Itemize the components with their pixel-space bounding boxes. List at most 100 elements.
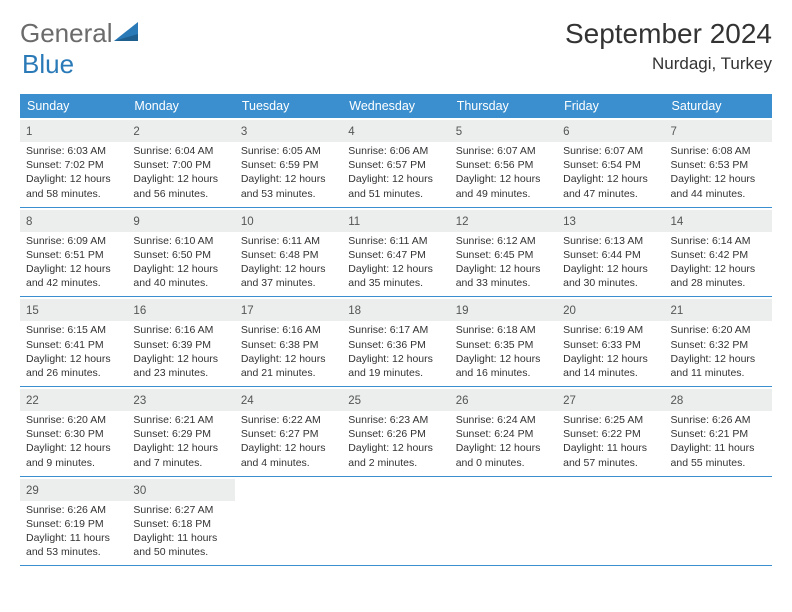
daylight-line: Daylight: 12 hours and 9 minutes. <box>26 441 121 469</box>
day-number-bar: 29 <box>20 479 127 501</box>
day-cell: 10Sunrise: 6:11 AMSunset: 6:48 PMDayligh… <box>235 208 342 297</box>
day-number: 26 <box>456 395 469 407</box>
month-title: September 2024 <box>565 18 772 50</box>
daylight-line: Daylight: 12 hours and 19 minutes. <box>348 352 443 380</box>
daylight-line: Daylight: 12 hours and 33 minutes. <box>456 262 551 290</box>
dow-friday: Friday <box>557 94 664 118</box>
day-number: 28 <box>671 395 684 407</box>
day-number-bar: 10 <box>235 210 342 232</box>
daylight-line: Daylight: 12 hours and 23 minutes. <box>133 352 228 380</box>
day-details: Sunrise: 6:16 AMSunset: 6:38 PMDaylight:… <box>241 323 336 380</box>
day-cell: 20Sunrise: 6:19 AMSunset: 6:33 PMDayligh… <box>557 297 664 386</box>
sunset-line: Sunset: 6:29 PM <box>133 427 228 441</box>
day-cell: 7Sunrise: 6:08 AMSunset: 6:53 PMDaylight… <box>665 118 772 207</box>
daylight-line: Daylight: 12 hours and 37 minutes. <box>241 262 336 290</box>
day-number-bar: 6 <box>557 120 664 142</box>
day-details: Sunrise: 6:16 AMSunset: 6:39 PMDaylight:… <box>133 323 228 380</box>
sunrise-line: Sunrise: 6:20 AM <box>671 323 766 337</box>
day-details: Sunrise: 6:12 AMSunset: 6:45 PMDaylight:… <box>456 234 551 291</box>
day-number-bar: 24 <box>235 389 342 411</box>
sunrise-line: Sunrise: 6:07 AM <box>456 144 551 158</box>
day-number: 7 <box>671 126 677 138</box>
calendar: SundayMondayTuesdayWednesdayThursdayFrid… <box>20 94 772 566</box>
day-number-bar: 17 <box>235 299 342 321</box>
day-details: Sunrise: 6:20 AMSunset: 6:32 PMDaylight:… <box>671 323 766 380</box>
dow-wednesday: Wednesday <box>342 94 449 118</box>
day-number-bar: 16 <box>127 299 234 321</box>
sunset-line: Sunset: 6:35 PM <box>456 338 551 352</box>
daylight-line: Daylight: 12 hours and 26 minutes. <box>26 352 121 380</box>
sunset-line: Sunset: 6:41 PM <box>26 338 121 352</box>
sunrise-line: Sunrise: 6:17 AM <box>348 323 443 337</box>
day-cell: 8 Sunrise: 6:09 AMSunset: 6:51 PMDaylight… <box>20 208 127 297</box>
day-number: 8 <box>26 216 32 228</box>
day-number-bar: 3 <box>235 120 342 142</box>
daylight-line: Daylight: 12 hours and 56 minutes. <box>133 172 228 200</box>
sunset-line: Sunset: 6:57 PM <box>348 158 443 172</box>
sunset-line: Sunset: 6:39 PM <box>133 338 228 352</box>
day-details: Sunrise: 6:21 AMSunset: 6:29 PMDaylight:… <box>133 413 228 470</box>
daylight-line: Daylight: 12 hours and 16 minutes. <box>456 352 551 380</box>
day-cell: 15 Sunrise: 6:15 AMSunset: 6:41 PMDayligh… <box>20 297 127 386</box>
day-details: Sunrise: 6:09 AMSunset: 6:51 PMDaylight:… <box>26 234 121 291</box>
day-details: Sunrise: 6:03 AMSunset: 7:02 PMDaylight:… <box>26 144 121 201</box>
day-cell-empty <box>450 477 557 566</box>
sunrise-line: Sunrise: 6:15 AM <box>26 323 121 337</box>
daylight-line: Daylight: 12 hours and 21 minutes. <box>241 352 336 380</box>
day-number-bar: 14 <box>665 210 772 232</box>
sunrise-line: Sunrise: 6:22 AM <box>241 413 336 427</box>
sunset-line: Sunset: 6:19 PM <box>26 517 121 531</box>
week-row: 1Sunrise: 6:03 AMSunset: 7:02 PMDaylight… <box>20 118 772 208</box>
daylight-line: Daylight: 11 hours and 53 minutes. <box>26 531 121 559</box>
day-cell: 4Sunrise: 6:06 AMSunset: 6:57 PMDaylight… <box>342 118 449 207</box>
sunrise-line: Sunrise: 6:13 AM <box>563 234 658 248</box>
day-number: 19 <box>456 305 469 317</box>
day-number-bar: 28 <box>665 389 772 411</box>
day-cell: 1Sunrise: 6:03 AMSunset: 7:02 PMDaylight… <box>20 118 127 207</box>
day-number-bar: 27 <box>557 389 664 411</box>
day-details: Sunrise: 6:19 AMSunset: 6:33 PMDaylight:… <box>563 323 658 380</box>
daylight-line: Daylight: 11 hours and 55 minutes. <box>671 441 766 469</box>
dow-thursday: Thursday <box>450 94 557 118</box>
daylight-line: Daylight: 12 hours and 53 minutes. <box>241 172 336 200</box>
day-number-bar: 25 <box>342 389 449 411</box>
brand-name-part1: General <box>20 18 113 48</box>
day-number: 16 <box>133 305 146 317</box>
sunrise-line: Sunrise: 6:14 AM <box>671 234 766 248</box>
day-details: Sunrise: 6:14 AMSunset: 6:42 PMDaylight:… <box>671 234 766 291</box>
day-cell: 25Sunrise: 6:23 AMSunset: 6:26 PMDayligh… <box>342 387 449 476</box>
sunrise-line: Sunrise: 6:24 AM <box>456 413 551 427</box>
day-cell: 14Sunrise: 6:14 AMSunset: 6:42 PMDayligh… <box>665 208 772 297</box>
daylight-line: Daylight: 12 hours and 44 minutes. <box>671 172 766 200</box>
day-number-bar: 30 <box>127 479 234 501</box>
day-details: Sunrise: 6:26 AMSunset: 6:21 PMDaylight:… <box>671 413 766 470</box>
day-cell: 9Sunrise: 6:10 AMSunset: 6:50 PMDaylight… <box>127 208 234 297</box>
day-number-bar: 1 <box>20 120 127 142</box>
day-details: Sunrise: 6:11 AMSunset: 6:47 PMDaylight:… <box>348 234 443 291</box>
sunset-line: Sunset: 6:48 PM <box>241 248 336 262</box>
daylight-line: Daylight: 12 hours and 30 minutes. <box>563 262 658 290</box>
day-number: 22 <box>26 395 39 407</box>
day-number: 2 <box>133 126 139 138</box>
sunset-line: Sunset: 6:33 PM <box>563 338 658 352</box>
daylight-line: Daylight: 12 hours and 35 minutes. <box>348 262 443 290</box>
day-cell: 3Sunrise: 6:05 AMSunset: 6:59 PMDaylight… <box>235 118 342 207</box>
day-cell-empty <box>557 477 664 566</box>
day-number: 23 <box>133 395 146 407</box>
day-number: 15 <box>26 305 39 317</box>
sunset-line: Sunset: 6:30 PM <box>26 427 121 441</box>
day-number: 30 <box>133 485 146 497</box>
brand-name-part2: Blue <box>22 49 74 80</box>
daylight-line: Daylight: 12 hours and 51 minutes. <box>348 172 443 200</box>
sunset-line: Sunset: 6:26 PM <box>348 427 443 441</box>
day-cell: 11Sunrise: 6:11 AMSunset: 6:47 PMDayligh… <box>342 208 449 297</box>
day-details: Sunrise: 6:22 AMSunset: 6:27 PMDaylight:… <box>241 413 336 470</box>
sunset-line: Sunset: 6:22 PM <box>563 427 658 441</box>
daylight-line: Daylight: 12 hours and 28 minutes. <box>671 262 766 290</box>
day-number-bar: 26 <box>450 389 557 411</box>
day-cell: 5Sunrise: 6:07 AMSunset: 6:56 PMDaylight… <box>450 118 557 207</box>
day-cell: 18Sunrise: 6:17 AMSunset: 6:36 PMDayligh… <box>342 297 449 386</box>
week-row: 29Sunrise: 6:26 AMSunset: 6:19 PMDayligh… <box>20 477 772 567</box>
sunset-line: Sunset: 6:38 PM <box>241 338 336 352</box>
day-number: 25 <box>348 395 361 407</box>
